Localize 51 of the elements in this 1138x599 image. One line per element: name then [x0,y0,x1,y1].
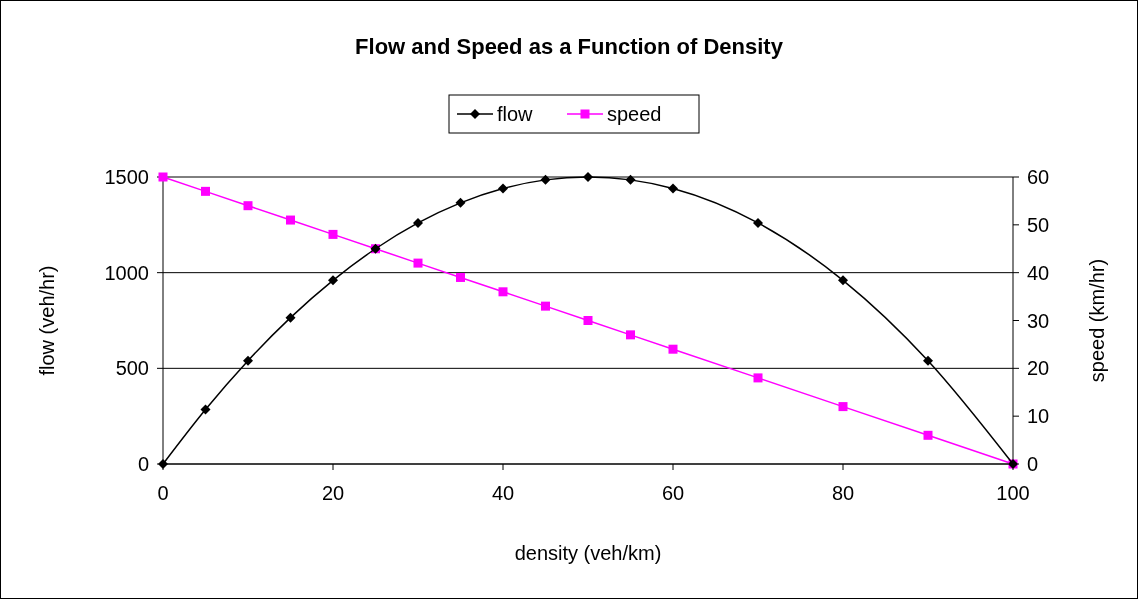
y2-tick-label: 20 [1027,357,1050,380]
point [413,217,423,228]
y2-tick-label: 0 [1027,453,1039,475]
y-axis-title: flow (veh/hr) [36,265,58,376]
y-tick-label: 0 [137,453,149,475]
y2-tick-label: 30 [1027,309,1050,332]
x-tick-label: 100 [996,482,1030,504]
point [498,287,508,297]
point [413,258,423,268]
point [923,355,933,366]
point [498,183,508,194]
y-tick-label: 500 [115,357,149,380]
point [540,174,551,185]
y-tick-label: 1500 [104,166,149,188]
point [626,330,635,340]
point [285,312,296,323]
y2-axis-title: speed (km/hr) [1086,258,1108,383]
point [583,316,593,325]
point [583,172,593,182]
chart-title: Flow and Speed as a Function of Density [355,34,784,59]
legend-label: flow [497,103,534,125]
point [838,275,848,286]
y2-tick-label: 10 [1027,405,1050,428]
point [243,355,253,366]
point [625,174,636,185]
y2-tick-label: 60 [1027,166,1050,188]
point [668,344,678,354]
y2-tick-label: 50 [1027,213,1050,236]
point [455,197,466,208]
x-tick-label: 60 [661,482,685,504]
x-tick-label: 80 [831,482,855,504]
point [328,229,338,239]
legend-label: speed [607,103,662,125]
point [753,217,763,228]
point [328,275,338,286]
point [923,430,933,440]
point [243,201,253,211]
point [286,215,295,225]
point [753,373,763,383]
point [838,402,848,412]
point [201,186,210,196]
x-tick-label: 0 [157,482,169,504]
x-axis-title: density (veh/km) [514,542,662,564]
x-tick-label: 40 [491,482,515,504]
y2-tick-label: 40 [1027,261,1050,284]
y-tick-label: 1000 [104,261,149,284]
point [200,404,211,415]
point [668,183,678,194]
point [541,301,550,311]
point [456,272,465,282]
x-tick-label: 20 [321,482,345,504]
